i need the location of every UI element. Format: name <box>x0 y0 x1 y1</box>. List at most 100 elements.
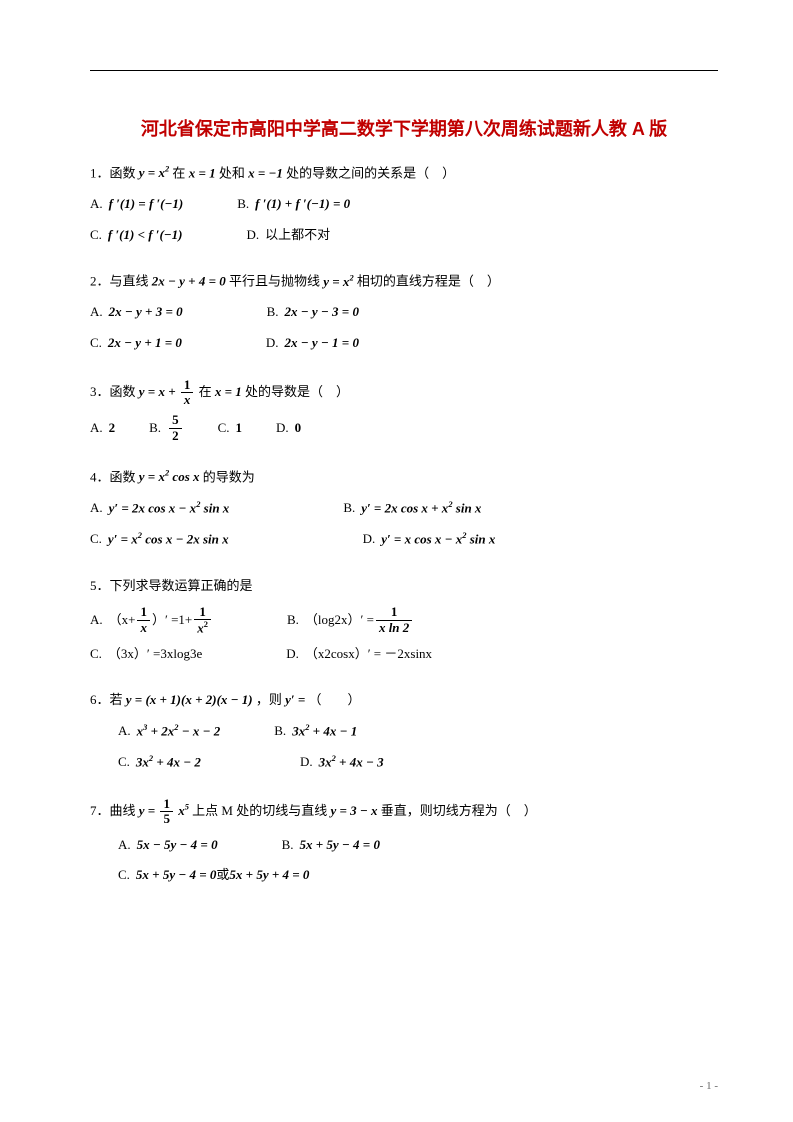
q1-c: f ′(1) < f ′(−1) <box>108 223 183 248</box>
question-1: 1．函数 y = x2 在 x = 1 处和 x = −1 处的导数之间的关系是… <box>90 161 718 253</box>
q1-b: f ′(1) + f ′(−1) = 0 <box>255 192 350 217</box>
q2-opt-a: A.2x − y + 3 = 0 <box>90 300 183 325</box>
q2-post: 相切的直线方程是（ ） <box>357 274 500 289</box>
q4-opt-d: D.y′ = x cos x − x2 sin x <box>363 527 496 552</box>
q6-yp: y′ = <box>285 692 308 707</box>
q4-opt-b: B.y′ = 2x cos x + x2 sin x <box>343 496 481 521</box>
q4-ar: sin x <box>200 500 229 515</box>
question-4: 4．函数 y = x2 cos x 的导数为 A.y′ = 2x cos x −… <box>90 465 718 558</box>
q7-cor: 或 <box>216 863 229 888</box>
q3-bden: 2 <box>169 429 182 443</box>
q4-br: sin x <box>453 500 482 515</box>
q4-post: 的导数为 <box>203 469 255 484</box>
q7-opt-b: B.5x + 5y − 4 = 0 <box>282 833 380 858</box>
q5-amid: ）′ =1+ <box>152 608 192 633</box>
q5-ad1: x <box>137 621 150 635</box>
q5-bpre: （log2x）′ = <box>305 608 374 633</box>
q7-pre: 7．曲线 <box>90 803 139 818</box>
q2-line: 2x − y + 4 = 0 <box>152 274 226 289</box>
q2-opt-c: C.2x − y + 1 = 0 <box>90 331 182 356</box>
q4-fr: cos x <box>169 469 199 484</box>
q5-an2: 1 <box>194 605 211 620</box>
q7-fl: y = <box>139 803 159 818</box>
q6-dl: 3x <box>319 754 332 769</box>
q6-opt-c: C.3x2 + 4x − 2 <box>118 750 201 775</box>
q2-pre: 2．与直线 <box>90 274 152 289</box>
q7-fsup: 5 <box>185 801 189 811</box>
q5-ad2s: 2 <box>204 619 208 629</box>
q6-ar: − x − 2 <box>179 723 221 738</box>
q6-cl: 3x <box>136 754 149 769</box>
q5-apre: （x+ <box>109 608 136 633</box>
q3-frac: 1x <box>181 378 194 408</box>
q5-d: （x2cosx）′ = －2xsinx <box>305 642 432 667</box>
page-number: - 1 - <box>700 1080 718 1092</box>
q5-stem: 5．下列求导数运算正确的是 <box>90 574 718 599</box>
page-title: 河北省保定市高阳中学高二数学下学期第八次周练试题新人教 A 版 <box>90 115 718 141</box>
q2-fsup: 2 <box>349 272 353 282</box>
q3-fden: x <box>181 393 194 407</box>
q3-bnum: 5 <box>169 413 182 428</box>
q2-d: 2x − y − 1 = 0 <box>285 331 359 356</box>
q5-opt-b: B. （log2x）′ = 1x ln 2 <box>287 605 414 636</box>
q1-a: f ′(1) = f ′(−1) <box>109 192 184 217</box>
q6-am: + 2x <box>147 723 174 738</box>
q1-opt-c: C.f ′(1) < f ′(−1) <box>90 223 183 248</box>
q1-d: 以上都不对 <box>265 223 330 248</box>
q5-bn: 1 <box>376 605 412 620</box>
q1-x2: x = −1 <box>248 165 283 180</box>
q5-opt-d: D.（x2cosx）′ = －2xsinx <box>286 642 432 667</box>
q4-opt-a: A.y′ = 2x cos x − x2 sin x <box>90 496 229 521</box>
q4-dr: sin x <box>467 531 496 546</box>
q6-opt-d: D.3x2 + 4x − 3 <box>300 750 384 775</box>
q3-fnum: 1 <box>181 378 194 393</box>
q7-a: 5x − 5y − 4 = 0 <box>137 833 218 858</box>
q3-d: 0 <box>295 416 302 441</box>
q2-f: y = x <box>323 274 349 289</box>
q6-dr: + 4x − 3 <box>336 754 384 769</box>
q3-opt-c: C.1 <box>218 413 242 443</box>
q3-post: 处的导数是（ ） <box>245 384 349 399</box>
q7-cl: 5x + 5y − 4 = 0 <box>136 863 216 888</box>
q7-cr: 5x + 5y + 4 = 0 <box>229 863 309 888</box>
q3-fleft: y = x + <box>139 384 179 399</box>
q1-mid1: 在 <box>172 165 188 180</box>
q5-opt-a: A. （x+ 1x ）′ =1+ 1x2 <box>90 605 213 636</box>
q6-opt-a: A.x3 + 2x2 − x − 2 <box>118 719 220 744</box>
q4-cl: y′ = x <box>108 531 138 546</box>
question-6: 6．若 y = (x + 1)(x + 2)(x − 1) ，则 y′ = （ … <box>90 688 718 781</box>
q4-pre: 4．函数 <box>90 469 139 484</box>
q7-fd: 5 <box>160 812 173 826</box>
q7-post: 垂直，则切线方程为（ ） <box>381 803 537 818</box>
q7-line: y = 3 − x <box>330 803 377 818</box>
q4-fl: y = x <box>139 469 165 484</box>
question-3: 3．函数 y = x + 1x 在 x = 1 处的导数是（ ） A.2 B.5… <box>90 378 718 449</box>
q7-opt-a: A.5x − 5y − 4 = 0 <box>118 833 218 858</box>
question-7: 7．曲线 y = 15 x5 上点 M 处的切线与直线 y = 3 − x 垂直… <box>90 797 718 894</box>
q2-c: 2x − y + 1 = 0 <box>108 331 182 356</box>
q3-c: 1 <box>235 416 242 441</box>
q1-stem-pre: 1．函数 <box>90 165 139 180</box>
q4-cr: cos x − 2x sin x <box>142 531 229 546</box>
q7-mid: 上点 M 处的切线与直线 <box>192 803 330 818</box>
q4-bl: y′ = 2x cos x + x <box>361 500 448 515</box>
q5-an1: 1 <box>137 605 150 620</box>
q2-opt-d: D.2x − y − 1 = 0 <box>266 331 359 356</box>
q6-post: （ ） <box>308 692 360 707</box>
q2-opt-b: B.2x − y − 3 = 0 <box>267 300 359 325</box>
q1-opt-b: B.f ′(1) + f ′(−1) = 0 <box>237 192 350 217</box>
q1-post: 处的导数之间的关系是（ ） <box>286 165 455 180</box>
q6-pre: 6．若 <box>90 692 126 707</box>
q4-opt-c: C.y′ = x2 cos x − 2x sin x <box>90 527 229 552</box>
q3-a: 2 <box>109 416 116 441</box>
q7-opt-c: C.5x + 5y − 4 = 0 或 5x + 5y + 4 = 0 <box>118 863 309 888</box>
q7-frac: 15 <box>160 797 173 827</box>
q1-opt-a: A.f ′(1) = f ′(−1) <box>90 192 183 217</box>
q3-opt-b: B.52 <box>149 413 183 443</box>
q3-opt-d: D.0 <box>276 413 301 443</box>
q2-mid: 平行且与抛物线 <box>229 274 323 289</box>
question-2: 2．与直线 2x − y + 4 = 0 平行且与抛物线 y = x2 相切的直… <box>90 269 718 361</box>
q1-x1: x = 1 <box>189 165 216 180</box>
q1-func: y = x <box>139 165 165 180</box>
q4-al: y′ = 2x cos x − x <box>109 500 197 515</box>
